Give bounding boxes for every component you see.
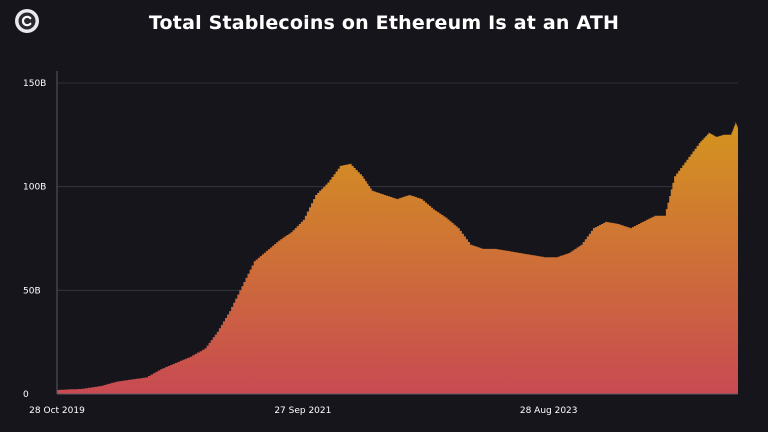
x-tick-label: 27 Sep 2021	[274, 406, 331, 416]
x-tick-label: 28 Aug 2023	[520, 406, 578, 416]
y-tick-label: 100B	[23, 183, 46, 193]
coinstats-logo-icon	[15, 9, 39, 33]
y-tick-label: 50B	[23, 286, 41, 296]
axis-layer: 0 50B 100B 150B 28 Oct 2019 27 Sep 2021 28 Aug…	[23, 71, 738, 416]
series-area-0	[57, 122, 738, 395]
x-tick-label: 28 Oct 2019	[29, 406, 85, 416]
series-area-layer	[56, 122, 739, 395]
y-tick-label: 0	[23, 390, 29, 400]
y-tick-label: 150B	[23, 79, 46, 89]
chart-title: Total Stablecoins on Ethereum Is at an A…	[148, 12, 620, 34]
